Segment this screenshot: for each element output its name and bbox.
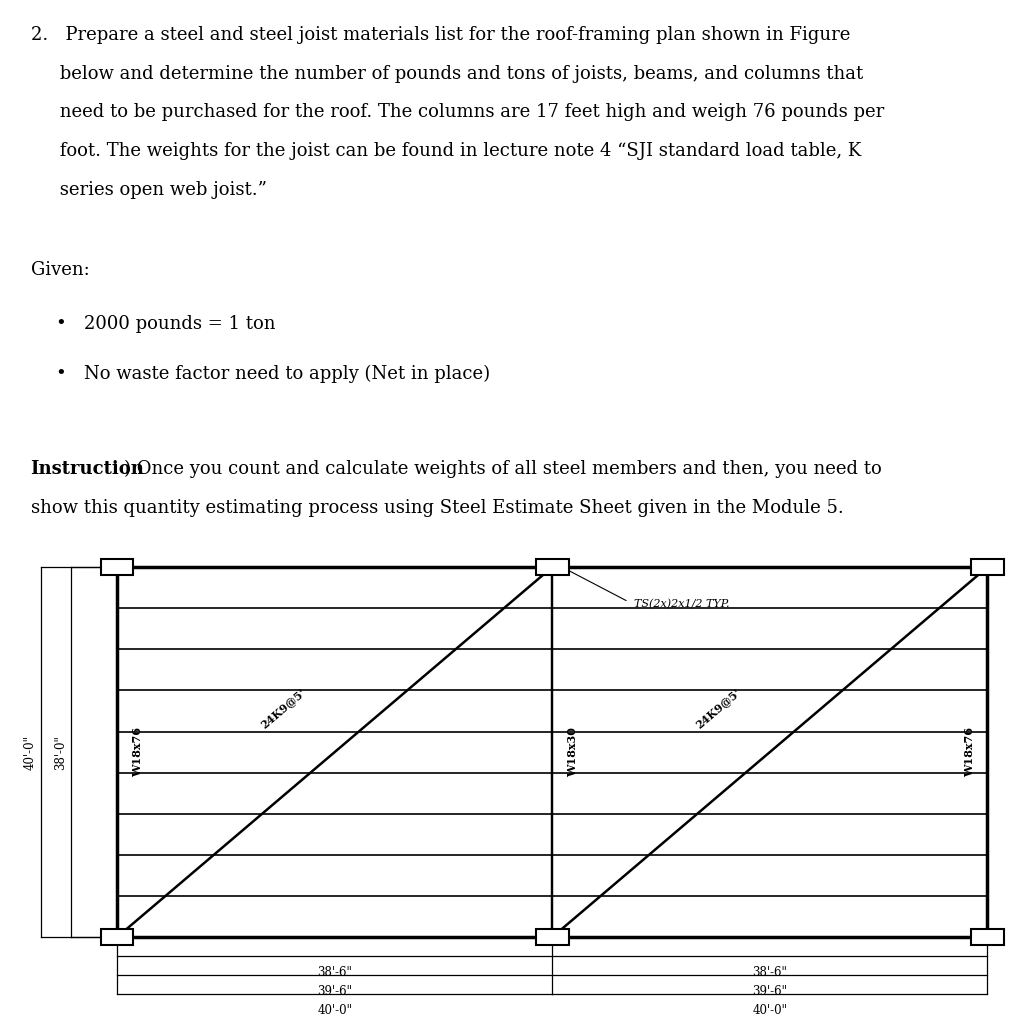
Bar (101, 559, 133, 575)
Text: 40'-0": 40'-0" (24, 734, 37, 770)
Text: 38'-0": 38'-0" (55, 734, 67, 769)
Text: W18x30: W18x30 (567, 727, 578, 777)
Bar (535, 559, 568, 575)
Text: •   2000 pounds = 1 ton: • 2000 pounds = 1 ton (56, 315, 276, 334)
Text: W18x76: W18x76 (132, 727, 143, 777)
Text: 40'-0": 40'-0" (752, 1004, 787, 1017)
Text: 38'-6": 38'-6" (318, 966, 352, 979)
Bar (101, 929, 133, 945)
Text: 24K9@5': 24K9@5' (693, 686, 742, 730)
Text: 40'-0": 40'-0" (318, 1004, 352, 1017)
Text: 39'-6": 39'-6" (318, 985, 352, 997)
Text: 24K9@5': 24K9@5' (258, 686, 306, 730)
Text: W18x76: W18x76 (964, 727, 974, 777)
Text: foot. The weights for the joist can be found in lecture note 4 “SJI standard loa: foot. The weights for the joist can be f… (31, 142, 861, 161)
Text: show this quantity estimating process using Steel Estimate Sheet given in the Mo: show this quantity estimating process us… (31, 499, 843, 517)
Text: 38'-6": 38'-6" (752, 966, 787, 979)
Text: •   No waste factor need to apply (Net in place): • No waste factor need to apply (Net in … (56, 365, 490, 383)
Text: series open web joist.”: series open web joist.” (31, 181, 267, 200)
Text: 39'-6": 39'-6" (752, 985, 787, 997)
Text: ) Once you count and calculate weights of all steel members and then, you need t: ) Once you count and calculate weights o… (124, 460, 882, 478)
Text: Given:: Given: (31, 261, 90, 280)
Text: below and determine the number of pounds and tons of joists, beams, and columns : below and determine the number of pounds… (31, 65, 863, 83)
Text: Instruction: Instruction (31, 460, 145, 478)
Text: need to be purchased for the roof. The columns are 17 feet high and weigh 76 pou: need to be purchased for the roof. The c… (31, 103, 884, 122)
Text: 2.   Prepare a steel and steel joist materials list for the roof-framing plan sh: 2. Prepare a steel and steel joist mater… (31, 26, 850, 44)
Bar (971, 929, 1004, 945)
Bar (971, 559, 1004, 575)
Text: TS(2x)2x1/2 TYP.: TS(2x)2x1/2 TYP. (633, 599, 729, 609)
Bar (535, 929, 568, 945)
